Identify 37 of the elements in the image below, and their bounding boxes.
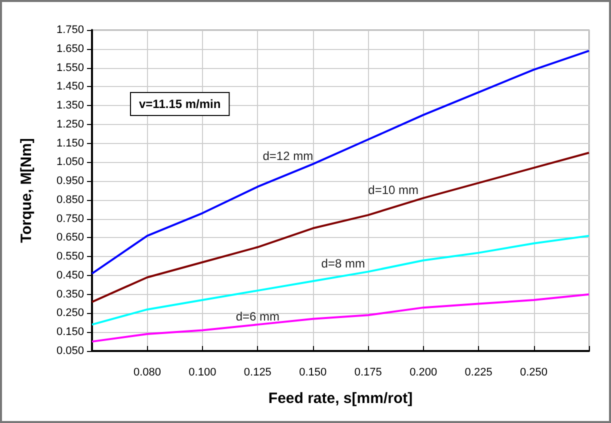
x-tick-label: 0.250 (520, 366, 548, 378)
y-tick-label: 1.650 (56, 42, 84, 55)
x-tick-label: 0.125 (244, 366, 272, 378)
series-label: d=10 mm (368, 183, 419, 198)
y-tick-label: 1.250 (56, 118, 84, 130)
y-tick-label: 0.050 (56, 345, 84, 357)
x-tick-label: 0.225 (464, 366, 492, 378)
annotation: v=11.15 m/min (139, 97, 221, 111)
y-tick-label: 0.650 (56, 232, 84, 244)
y-tick-label: 1.150 (56, 137, 84, 150)
y-tick-label: 0.150 (56, 326, 84, 338)
y-tick-label: 0.850 (56, 194, 84, 206)
y-tick-label: 0.550 (56, 250, 84, 263)
y-tick-label: 0.950 (56, 175, 84, 188)
y-tick-label: 0.750 (56, 212, 84, 225)
line-series (91, 234, 590, 326)
y-axis-title: Torque, M[Nm] (18, 138, 35, 243)
y-tick-label: 0.250 (56, 307, 84, 320)
x-tick-label: 0.150 (299, 366, 327, 378)
y-tick-label: 0.450 (56, 269, 84, 282)
series-label: d=8 mm (321, 256, 365, 271)
y-tick-label: 1.050 (56, 156, 84, 168)
x-tick-label: 0.175 (354, 366, 382, 378)
y-tick-label: 1.350 (56, 100, 84, 112)
y-tick-label: 0.350 (56, 288, 84, 300)
line-series (91, 293, 590, 343)
x-tick-label: 0.200 (410, 366, 438, 378)
series-label: d=12 mm (262, 149, 314, 164)
x-axis-title: Feed rate, s[mm/rot] (268, 390, 413, 407)
series-label: d=6 mm (236, 310, 280, 324)
x-tick-label: 0.100 (188, 366, 216, 378)
y-tick-label: 1.750 (56, 24, 84, 36)
x-tick-label: 0.080 (133, 366, 161, 378)
line-series (91, 152, 590, 303)
line-series (91, 50, 590, 275)
y-tick-label: 1.450 (56, 80, 84, 93)
y-tick-label: 1.550 (56, 62, 84, 74)
